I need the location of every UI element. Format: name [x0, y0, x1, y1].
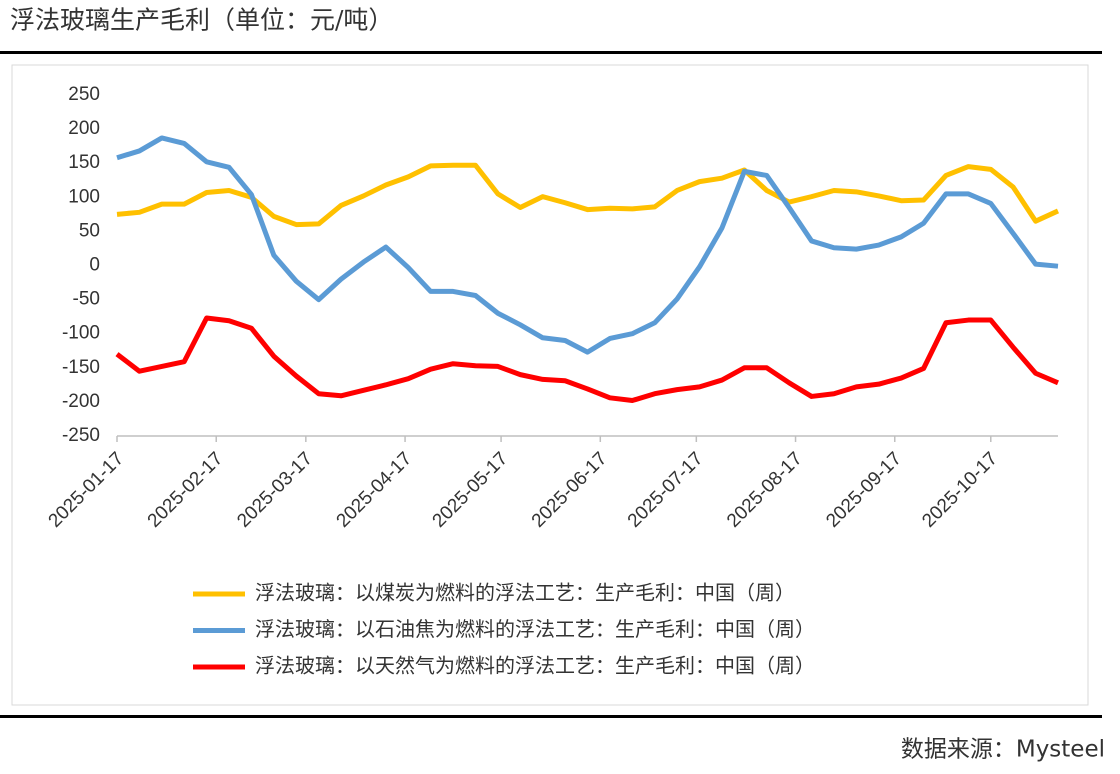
x-tick-label: 2025-08-17: [723, 448, 807, 532]
legend-label: 浮法玻璃：以石油焦为燃料的浮法工艺：生产毛利：中国（周）: [255, 617, 815, 641]
x-tick-label: 2025-09-17: [822, 448, 906, 532]
x-tick-label: 2025-04-17: [333, 448, 417, 532]
y-tick-label: -250: [62, 425, 100, 446]
x-tick-label: 2025-07-17: [624, 448, 708, 532]
y-tick-label: 250: [68, 84, 100, 105]
y-tick-label: -100: [62, 323, 100, 344]
y-tick-label: -200: [62, 391, 100, 412]
x-tick-label: 2025-01-17: [44, 448, 128, 532]
series-line: [116, 135, 1059, 355]
y-tick-label: 100: [68, 186, 100, 207]
x-tick-label: 2025-10-17: [918, 448, 1002, 532]
legend-label: 浮法玻璃：以天然气为燃料的浮法工艺：生产毛利：中国（周）: [255, 654, 815, 678]
y-tick-label: 150: [68, 152, 100, 173]
x-tick-label: 2025-05-17: [429, 448, 513, 532]
x-tick-label: 2025-06-17: [528, 448, 612, 532]
top-rule: [0, 51, 1102, 54]
bottom-rule: [0, 715, 1102, 718]
y-tick-label: 200: [68, 118, 100, 139]
y-tick-label: 0: [89, 255, 100, 276]
source: 数据来源：Mysteel: [901, 737, 1105, 763]
y-tick-label: -50: [73, 289, 100, 310]
series-line: [115, 315, 1059, 404]
plot-frame: [11, 64, 1089, 706]
y-tick-label: 50: [79, 220, 100, 241]
y-tick-label: -150: [62, 357, 100, 378]
chart-title: 浮法玻璃生产毛利（单位：元/吨）: [10, 6, 393, 35]
x-tick-label: 2025-03-17: [233, 448, 317, 532]
x-tick-label: 2025-02-17: [144, 448, 228, 532]
legend-label: 浮法玻璃：以煤炭为燃料的浮法工艺：生产毛利：中国（周）: [255, 581, 795, 605]
series-line: [116, 162, 1060, 228]
